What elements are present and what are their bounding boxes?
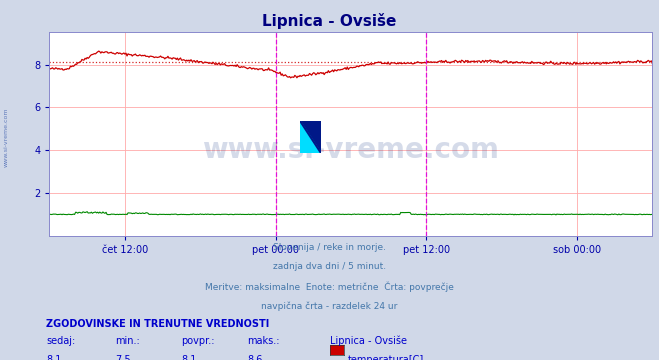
Polygon shape <box>300 121 321 153</box>
Bar <box>300 137 310 153</box>
Text: sedaj:: sedaj: <box>46 336 75 346</box>
Text: 8,1: 8,1 <box>181 355 196 360</box>
Text: navpična črta - razdelek 24 ur: navpična črta - razdelek 24 ur <box>262 301 397 311</box>
Text: www.si-vreme.com: www.si-vreme.com <box>4 107 9 167</box>
Text: 8,6: 8,6 <box>247 355 262 360</box>
Bar <box>310 137 321 153</box>
Text: www.si-vreme.com: www.si-vreme.com <box>202 136 500 165</box>
Polygon shape <box>300 121 321 153</box>
Text: temperatura[C]: temperatura[C] <box>348 355 424 360</box>
Text: ZGODOVINSKE IN TRENUTNE VREDNOSTI: ZGODOVINSKE IN TRENUTNE VREDNOSTI <box>46 319 270 329</box>
Text: min.:: min.: <box>115 336 140 346</box>
Text: 7,5: 7,5 <box>115 355 131 360</box>
Text: Slovenija / reke in morje.: Slovenija / reke in morje. <box>273 243 386 252</box>
Text: povpr.:: povpr.: <box>181 336 215 346</box>
Text: Lipnica - Ovsiše: Lipnica - Ovsiše <box>330 336 407 346</box>
Text: Meritve: maksimalne  Enote: metrične  Črta: povprečje: Meritve: maksimalne Enote: metrične Črta… <box>205 282 454 292</box>
Text: Lipnica - Ovsiše: Lipnica - Ovsiše <box>262 13 397 28</box>
Text: zadnja dva dni / 5 minut.: zadnja dva dni / 5 minut. <box>273 262 386 271</box>
Text: 8,1: 8,1 <box>46 355 61 360</box>
Text: maks.:: maks.: <box>247 336 279 346</box>
Bar <box>310 121 321 137</box>
Bar <box>300 121 310 137</box>
